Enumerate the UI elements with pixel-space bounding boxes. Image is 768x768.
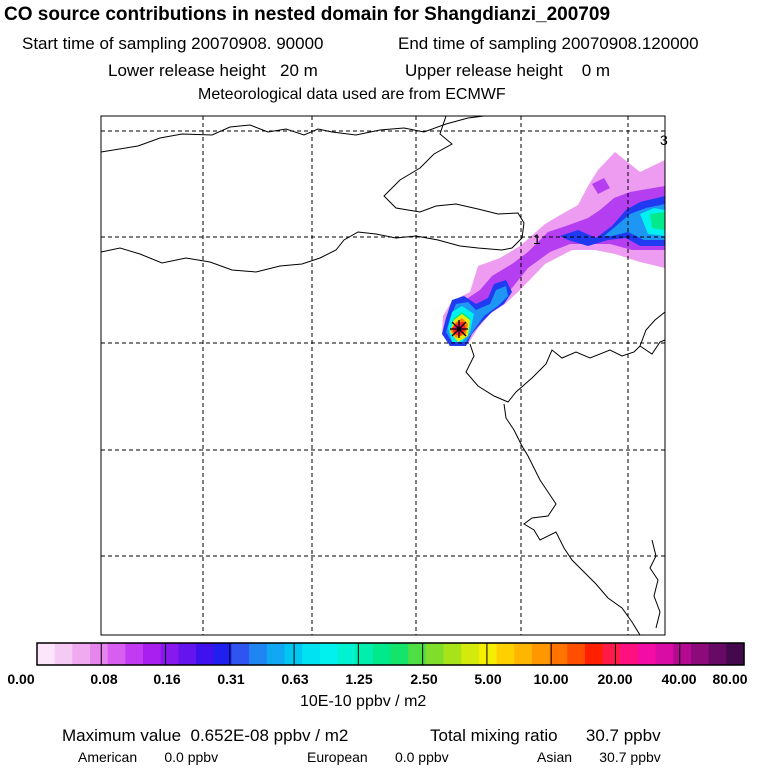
colorbar-tick: 0.31 — [217, 671, 245, 687]
colorbar-segment — [602, 643, 621, 665]
total-mixing-ratio: Total mixing ratio 30.7 ppbv — [430, 726, 661, 745]
colorbar-segment — [726, 643, 745, 665]
shandong-coast — [503, 403, 641, 635]
colorbar-segment — [90, 643, 109, 665]
colorbar-segment — [249, 643, 268, 665]
colorbar-segment — [319, 643, 339, 665]
colorbar-segment — [690, 643, 710, 665]
colorbar-tick: 20.00 — [597, 671, 633, 687]
met-data-note: Meteorological data used are from ECMWF — [198, 86, 506, 103]
colorbar-segment — [478, 643, 498, 665]
colorbar-segment — [337, 643, 356, 665]
colorbar-tick: 0.63 — [281, 671, 309, 687]
region-american: American 0.0 ppbv — [78, 749, 219, 765]
colorbar-tick: 40.00 — [661, 671, 697, 687]
colorbar-segment — [107, 643, 126, 665]
colorbar-tick: 0.16 — [153, 671, 181, 687]
colorbar-segment — [72, 643, 91, 665]
colorbar-segment — [708, 643, 727, 665]
colorbar-segment — [302, 643, 321, 665]
colorbar-segment — [408, 643, 427, 665]
colorbar-frame — [36, 642, 745, 666]
region-european: European 0.0 ppbv — [307, 749, 449, 765]
region-asian: Asian 30.7 ppbv — [537, 749, 661, 765]
colorbar-segment — [266, 643, 286, 665]
northern-border — [101, 116, 485, 153]
maximum-value: Maximum value 0.652E-08 ppbv / m2 — [62, 726, 349, 745]
colorbar-segment — [549, 643, 568, 665]
colorbar-tick: 80.00 — [712, 671, 748, 687]
lower-release-height: Lower release height 20 m — [108, 61, 318, 80]
colorbar-tick: 10.00 — [533, 671, 569, 687]
colorbar-segment — [673, 643, 692, 665]
korea-coast — [649, 539, 661, 629]
colorbar-segment — [355, 643, 374, 665]
colorbar-segment — [637, 643, 657, 665]
contour-label-3: 3 — [660, 132, 668, 148]
map-frame — [100, 115, 666, 636]
colorbar-segment — [178, 643, 197, 665]
plot-title: CO source contributions in nested domain… — [4, 4, 611, 25]
colorbar-tick: 2.50 — [410, 671, 438, 687]
colorbar-segment — [160, 643, 180, 665]
colorbar-segment — [54, 643, 73, 665]
colorbar-unit: 10E-10 ppbv / m2 — [300, 693, 427, 710]
colorbar-segment — [196, 643, 215, 665]
colorbar-segment — [514, 643, 533, 665]
colorbar-segment — [372, 643, 392, 665]
colorbar-segment — [425, 643, 445, 665]
colorbar-segment — [655, 643, 674, 665]
colorbar-segment — [584, 643, 604, 665]
liaodong-coast — [639, 339, 665, 355]
colorbar — [37, 643, 745, 665]
colorbar-tick: 5.00 — [474, 671, 502, 687]
bohai-coast — [465, 311, 665, 403]
border-east — [383, 116, 525, 251]
colorbar-segment — [620, 643, 639, 665]
colorbar-tick: 0.00 — [7, 671, 35, 687]
colorbar-segment — [567, 643, 586, 665]
star-icon — [450, 320, 468, 338]
plume-violet-patch — [592, 178, 610, 194]
colorbar-segment — [213, 643, 233, 665]
contour-label-1: 1 — [533, 231, 541, 247]
colorbar-segment — [531, 643, 551, 665]
colorbar-segment — [496, 643, 515, 665]
colorbar-segment — [231, 643, 250, 665]
colorbar-tick: 0.08 — [90, 671, 118, 687]
start-time: Start time of sampling 20070908. 90000 — [22, 34, 324, 53]
upper-release-height: Upper release height 0 m — [405, 61, 611, 80]
coastlines — [101, 116, 665, 635]
graticule — [101, 116, 665, 635]
colorbar-segment — [390, 643, 409, 665]
plume-violet — [446, 186, 665, 342]
colorbar-segment — [125, 643, 144, 665]
colorbar-segment — [37, 643, 56, 665]
end-time: End time of sampling 20070908.120000 — [398, 34, 699, 53]
border-central — [101, 231, 503, 273]
colorbar-segment — [143, 643, 162, 665]
colorbar-segment — [443, 643, 462, 665]
map-background — [101, 116, 665, 635]
plume-cyan — [448, 208, 665, 342]
colorbar-segment — [461, 643, 480, 665]
colorbar-tick: 1.25 — [345, 671, 373, 687]
